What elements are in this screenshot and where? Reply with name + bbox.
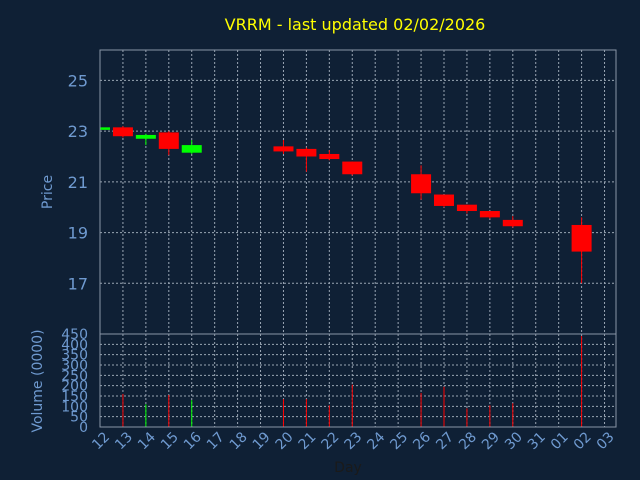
x-tick-label: 27: [433, 429, 457, 453]
x-tick-label: 12: [89, 429, 113, 453]
candle-body: [135, 134, 156, 139]
x-tick-label: 01: [548, 429, 572, 453]
volume-tick-label: 450: [61, 327, 88, 343]
price-panel-background: [100, 50, 616, 334]
x-tick-label: 29: [479, 429, 503, 453]
candle-body: [571, 224, 592, 252]
candle-body: [100, 127, 110, 130]
volume-tick-label: 200: [61, 379, 88, 395]
price-tick-label: 21: [68, 173, 88, 192]
candle-body: [181, 145, 202, 153]
volume-tick-label: 100: [61, 399, 88, 415]
volume-tick-label: 350: [61, 348, 88, 364]
candle-body: [112, 127, 133, 137]
x-tick-label: 28: [456, 429, 480, 453]
price-candles: [99, 126, 592, 284]
candle-body: [342, 161, 363, 175]
volume-bars: [122, 336, 583, 427]
x-tick-label: 24: [364, 429, 388, 453]
candle-body: [296, 148, 317, 157]
x-tick-label: 21: [296, 429, 320, 453]
x-tick-label: 02: [571, 429, 595, 453]
candle-body: [434, 194, 454, 206]
x-tick-label: 22: [319, 429, 343, 453]
candle-body: [502, 219, 523, 227]
x-tick-label: 19: [250, 429, 274, 453]
volume-tick-label: 300: [61, 358, 88, 374]
x-tick-labels: 12 13 14 15 16 17 18 19 20 21 22 23 24 25 26 27 28 29 30 31…: [89, 429, 617, 453]
x-tick-label: 13: [112, 429, 136, 453]
volume-plot-frame: [99, 333, 617, 428]
x-tick-label: 20: [273, 429, 297, 453]
x-axis-label: Day: [334, 460, 362, 476]
candle-body: [273, 146, 294, 152]
x-tick-label: 18: [227, 429, 251, 453]
volume-tick-label: 50: [70, 410, 88, 426]
x-tick-label: 17: [204, 429, 228, 453]
x-tick-label: 15: [158, 429, 182, 453]
candle-body: [319, 153, 340, 160]
volume-tick-label: 250: [61, 368, 88, 384]
candle-body: [411, 174, 432, 194]
x-tick-label: 26: [410, 429, 434, 453]
volume-tick-label: 400: [61, 337, 88, 353]
candle-body: [158, 132, 179, 149]
volume-gridlines: [99, 333, 616, 428]
price-tick-label: 17: [68, 274, 88, 293]
chart-title: VRRM - last updated 02/02/2026: [225, 15, 486, 34]
price-tick-labels: 17 19 21 23 25: [68, 71, 88, 293]
x-tick-label: 31: [525, 429, 549, 453]
price-tick-label: 23: [68, 122, 88, 141]
x-tick-label: 30: [502, 429, 526, 453]
candle-body: [479, 211, 500, 218]
x-tick-label: 23: [341, 429, 365, 453]
x-tick-label: 25: [387, 429, 411, 453]
x-tick-label: 14: [135, 429, 159, 453]
plot-frames: [99, 49, 617, 428]
x-tick-label: 16: [181, 429, 205, 453]
candle-body: [456, 204, 477, 212]
price-tick-label: 25: [68, 71, 88, 90]
price-tick-label: 19: [68, 224, 88, 243]
x-tick-label: 03: [594, 429, 618, 453]
volume-tick-label: 150: [61, 389, 88, 405]
price-axis-label: Price: [40, 175, 56, 209]
volume-tick-label: 0: [79, 420, 88, 436]
volume-axis-label: Volume (0000): [30, 329, 46, 432]
